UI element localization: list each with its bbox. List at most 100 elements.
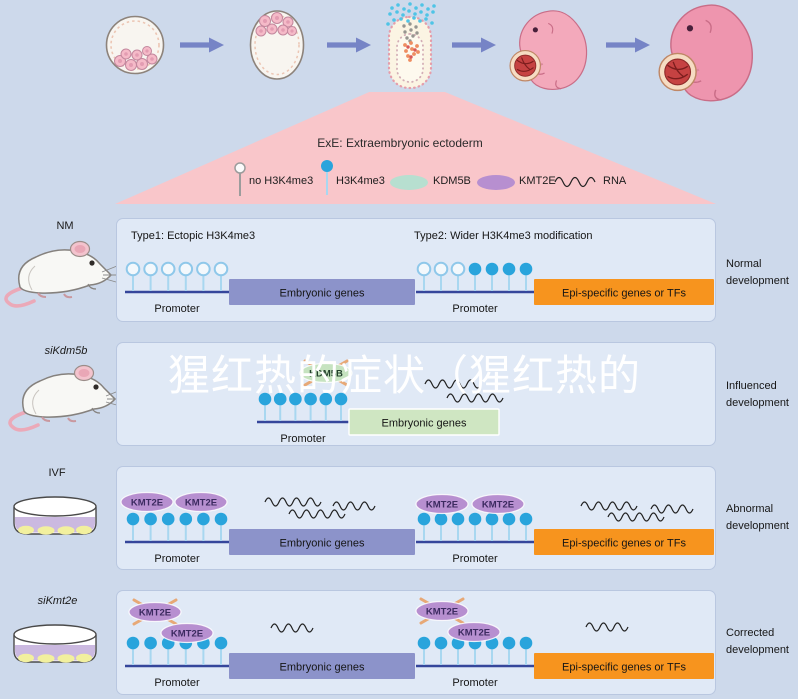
gene-box-label: Embryonic genes	[382, 418, 467, 430]
h3k4me3-mark-icon	[451, 512, 465, 526]
promoter-label: Promoter	[452, 677, 498, 689]
protein-label: KMT2E	[426, 500, 458, 511]
gene-box-label: Embryonic genes	[280, 662, 365, 674]
kmt2e-ellipse-icon	[471, 493, 525, 515]
no-h3k4me3-mark-icon	[178, 261, 194, 277]
protein-label: KDM5B	[309, 369, 343, 380]
exe-dots	[386, 2, 436, 26]
outcome-label-corrected: Corrected development	[726, 627, 789, 656]
kmt2e-ellipse-icon	[447, 621, 501, 643]
rna-squiggle-icon	[446, 393, 504, 403]
h3k4me3-mark-icon	[519, 512, 533, 526]
h3k4me3-mark-icon	[417, 636, 431, 650]
rna-squiggle-icon	[585, 622, 629, 632]
gene-box-label: Epi-specific genes or TFs	[562, 288, 686, 300]
arrow-icon	[180, 37, 224, 53]
h3k4me3-mark-icon	[144, 636, 157, 650]
gene-box-label: Embryonic genes	[280, 538, 365, 550]
kmt2e-ellipse-icon	[174, 491, 228, 513]
panel-sikmt2e-diagram: Embryonic genesPromoterKMT2EKMT2EEpi-spe…	[125, 597, 714, 689]
gene-diagram: Embryonic genes Promoter KMT2E KMT2E	[120, 491, 415, 565]
h3k4me3-mark-icon	[468, 262, 482, 276]
mouse-icon	[4, 239, 120, 308]
protein-label: KMT2E	[482, 500, 514, 511]
egg-cylinder-icon	[386, 2, 436, 90]
blastocyst-icon	[105, 15, 165, 75]
kmt2e-ellipse-icon	[477, 175, 515, 190]
gene-diagram: Epi-specific genes or TFs Promoter	[416, 261, 714, 315]
gene-box-label: Epi-specific genes or TFs	[562, 662, 686, 674]
no-h3k4me3-mark-icon	[160, 261, 176, 277]
arrow-icon	[452, 37, 496, 53]
h3k4me3-mark-icon	[468, 512, 482, 526]
promoter-label: Promoter	[280, 433, 326, 445]
h3k4me3-mark-icon	[161, 512, 175, 526]
no-h3k4me3-mark-icon	[143, 261, 158, 277]
outcome-label-normal: Normal development	[726, 258, 789, 287]
mouse-icon	[8, 363, 124, 432]
h3k4me3-mark-icon	[485, 512, 499, 526]
rna-squiggle-icon	[424, 379, 482, 389]
gene-box	[534, 529, 714, 555]
legend-label-kdm5b: KDM5B	[433, 175, 471, 187]
kmt2e-ellipse-icon	[160, 622, 214, 644]
h3k4me3-mark-icon	[334, 392, 348, 406]
legend-label-h3k4me3: H3K4me3	[336, 175, 385, 187]
gene-box-label: Embryonic genes	[280, 288, 365, 300]
outcome-label-influenced: Influenced development	[726, 380, 789, 409]
no-h3k4me3-mark-icon	[213, 261, 229, 277]
gene-box	[229, 279, 415, 305]
development-flow	[105, 2, 754, 102]
gene-box	[348, 408, 500, 436]
rna-squiggle-icon	[607, 512, 665, 522]
no-h3k4me3-mark-icon	[433, 261, 449, 277]
h3k4me3-mark-icon	[214, 512, 228, 526]
promoter-label: Promoter	[452, 553, 498, 565]
rna-squiggle-icon	[332, 501, 376, 511]
promoter-label: Promoter	[154, 677, 200, 689]
protein-label: KMT2E	[185, 498, 217, 509]
gene-box	[229, 529, 415, 555]
rna-squiggle-icon	[580, 501, 638, 511]
no-h3k4me3-mark-icon	[416, 261, 432, 277]
h3k4me3-mark-icon	[417, 512, 431, 526]
rna-squiggle-icon	[288, 509, 346, 519]
h3k4me3-mark-icon	[434, 636, 448, 650]
rna-squiggle-icon	[650, 504, 694, 514]
legend-label-no-h3k4me3: no H3K4me3	[249, 175, 314, 187]
kmt2e-ellipse-icon	[415, 493, 469, 515]
kmt2e-ellipse-icon	[120, 491, 174, 513]
h3k4me3-mark-icon	[434, 512, 448, 526]
h3k4me3-mark-icon	[197, 512, 210, 526]
watermark-text: 猩红热的症状（猩红热的	[168, 352, 642, 399]
h3k4me3-mark-icon	[214, 636, 228, 650]
h3k4me3-mark-icon	[502, 262, 516, 276]
rna-squiggle-icon	[264, 497, 322, 507]
h3k4me3-mark-icon	[502, 636, 516, 650]
kmt2e-ellipse-icon	[128, 601, 182, 623]
late-fetus-icon	[658, 3, 754, 102]
kdm5b-ellipse-icon	[299, 362, 353, 384]
panel-heading: Type1: Ectopic H3K4me3	[131, 230, 255, 242]
gene-diagram: Epi-specific genes or TFsPromoterKMT2EKM…	[415, 597, 714, 689]
panel-ivf: Embryonic genes Promoter KMT2E KMT2E Epi-spe…	[116, 466, 716, 570]
condition-label-sikmt2e: siKmt2e	[37, 595, 78, 607]
no-h3k4me3-mark-icon	[450, 261, 466, 277]
protein-label: KMT2E	[131, 498, 163, 509]
h3k4me3-mark-icon	[126, 636, 140, 650]
h3k4me3-mark-icon	[319, 392, 333, 406]
filled-lollipop-icon	[321, 160, 333, 195]
gene-box	[534, 653, 714, 679]
rna-wave-icon	[554, 176, 596, 188]
condition-label-ivf: IVF	[48, 467, 66, 479]
kdm5b-ellipse-icon	[390, 175, 428, 190]
arrow-icon	[327, 37, 371, 53]
gene-box	[534, 279, 714, 305]
condition-label-nm: NM	[56, 220, 74, 232]
h3k4me3-mark-icon	[485, 262, 499, 276]
h3k4me3-mark-icon	[179, 512, 193, 526]
petri-dish-icon	[13, 624, 97, 664]
